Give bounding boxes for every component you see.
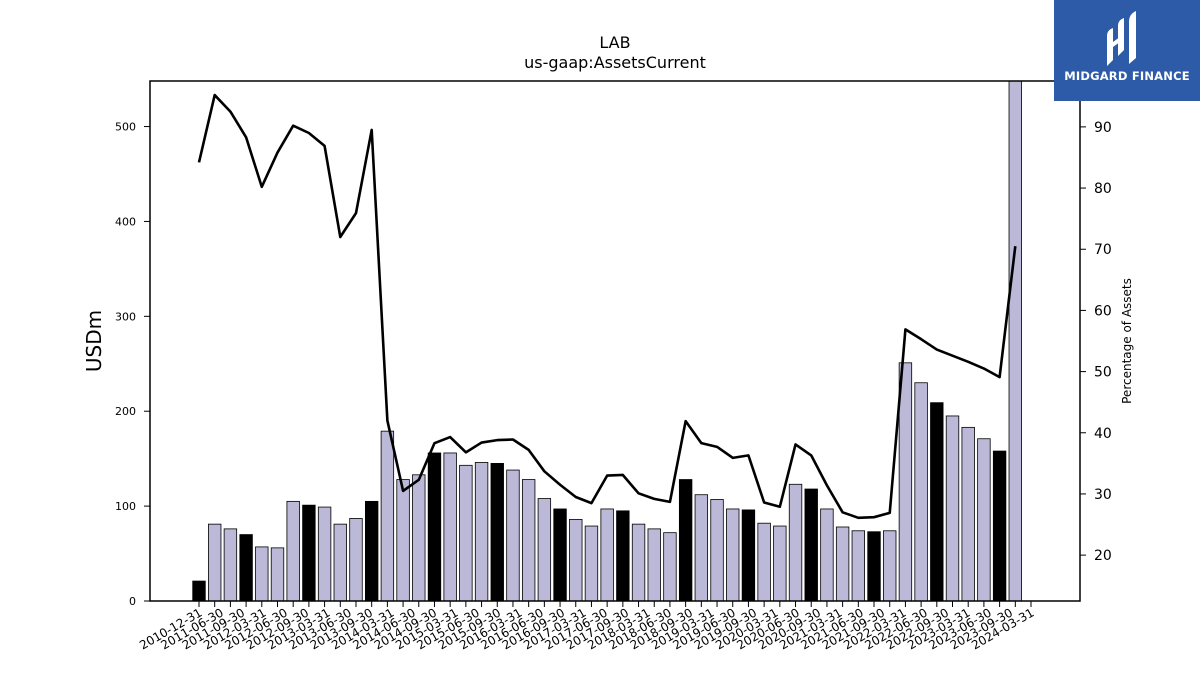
bar-2018-03-31 [647, 528, 661, 602]
bar-2022-09-30 [930, 402, 944, 602]
logo-mark-icon [1107, 11, 1136, 66]
y2-tick-label: 20 [1094, 548, 1112, 564]
bar-2014-09-30 [427, 452, 442, 602]
bar-2018-12-31 [694, 494, 709, 602]
bar-2010-12-31 [192, 580, 206, 602]
bar-2019-06-30 [726, 508, 740, 602]
brand-logo: MIDGARD FINANCE [1054, 0, 1200, 101]
bar-2018-06-30 [663, 532, 677, 602]
bar-2023-09-30 [992, 450, 1007, 602]
bar-2017-06-30 [600, 508, 614, 602]
y2-tick-label: 90 [1094, 120, 1112, 136]
bar-2022-03-31 [898, 362, 913, 602]
logo-text: MIDGARD FINANCE [1064, 69, 1190, 83]
bar-2021-06-30 [851, 530, 865, 602]
bars-layer [192, 80, 1022, 602]
bar-2020-03-31 [773, 525, 787, 602]
bar-2012-03-31 [270, 547, 285, 602]
bar-2014-03-31 [396, 479, 410, 602]
bar-2013-06-30 [349, 518, 363, 602]
plot-frame [149, 80, 1081, 602]
y2-tick-label: 30 [1094, 487, 1112, 503]
y-tick-label: 400 [115, 215, 136, 228]
bar-2019-03-31 [710, 499, 724, 602]
bar-2017-12-31 [631, 523, 646, 602]
bar-2019-12-31 [757, 522, 771, 602]
bar-2023-03-31 [961, 426, 975, 602]
bar-2016-12-31 [569, 518, 583, 602]
y-tick-label: 500 [115, 121, 136, 134]
bar-2020-06-30 [788, 483, 803, 602]
bar-2011-09-30 [239, 534, 253, 602]
chart-subtitle: us-gaap:AssetsCurrent [524, 53, 706, 72]
y-tick-label: 100 [115, 500, 136, 513]
y-tick-label: 200 [115, 405, 136, 418]
bar-2022-06-30 [914, 382, 928, 602]
bar-2011-12-31 [255, 546, 269, 602]
bar-2018-09-30 [678, 479, 693, 602]
bar-2016-06-30 [537, 498, 552, 602]
bar-2014-12-31 [443, 452, 457, 602]
bar-2021-03-31 [835, 526, 850, 602]
line-layer [197, 93, 1017, 520]
y2-axis-label: Percentage of Assets [1120, 278, 1134, 404]
bar-2022-12-31 [945, 415, 960, 602]
y2-tick-label: 80 [1094, 181, 1112, 197]
bar-2012-12-31 [317, 506, 332, 602]
bar-2020-09-30 [804, 488, 818, 602]
bar-2015-12-31 [506, 469, 520, 602]
y2-tick-label: 50 [1094, 365, 1112, 381]
y-axis-label: USDm [82, 310, 106, 372]
bar-2011-03-31 [208, 523, 222, 602]
bar-2015-03-31 [459, 464, 473, 602]
bar-2013-03-31 [333, 523, 347, 602]
axes-layer: 010020030040050020304050607080902010-12-… [115, 120, 1112, 653]
y2-tick-label: 70 [1094, 242, 1112, 258]
bar-2019-09-30 [741, 509, 756, 602]
bar-2017-03-31 [584, 525, 599, 602]
bar-2016-03-31 [521, 479, 536, 602]
bar-2023-06-30 [977, 438, 991, 602]
y-tick-label: 300 [115, 310, 136, 323]
series-line-percentage [197, 93, 1017, 520]
bar-2020-12-31 [820, 508, 834, 602]
bar-2021-12-31 [883, 530, 897, 602]
bar-2023-12-31 [1008, 80, 1022, 602]
y-tick-label: 0 [129, 595, 136, 608]
bar-2011-06-30 [223, 528, 238, 602]
chart-title: LAB [599, 33, 630, 52]
bar-2012-09-30 [302, 504, 316, 602]
y2-tick-label: 60 [1094, 303, 1112, 319]
bar-2013-09-30 [364, 500, 379, 602]
bar-2015-09-30 [490, 463, 504, 602]
bar-2015-06-30 [474, 462, 489, 602]
bar-2016-09-30 [553, 508, 567, 602]
bar-2017-09-30 [616, 510, 630, 602]
bar-2021-09-30 [867, 531, 881, 602]
bar-2012-06-30 [286, 500, 300, 602]
bar-2014-06-30 [412, 474, 426, 602]
bar-2013-12-31 [380, 430, 395, 602]
y2-tick-label: 40 [1094, 426, 1112, 442]
